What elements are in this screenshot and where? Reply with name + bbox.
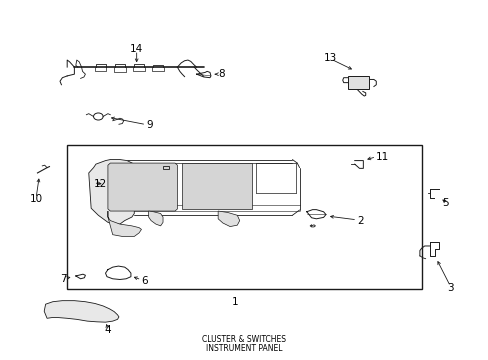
Text: 7: 7 xyxy=(61,274,67,284)
Text: 14: 14 xyxy=(130,45,143,54)
Text: 8: 8 xyxy=(218,69,224,79)
Polygon shape xyxy=(44,301,119,322)
Text: 9: 9 xyxy=(146,120,153,130)
Polygon shape xyxy=(182,163,251,209)
Text: 11: 11 xyxy=(376,152,389,162)
Text: 3: 3 xyxy=(447,283,453,293)
Text: 12: 12 xyxy=(93,179,106,189)
Polygon shape xyxy=(218,211,239,226)
Polygon shape xyxy=(89,159,134,224)
Text: INSTRUMENT PANEL: INSTRUMENT PANEL xyxy=(206,344,282,353)
Text: 2: 2 xyxy=(356,216,363,226)
Text: 6: 6 xyxy=(141,275,148,285)
Polygon shape xyxy=(108,163,177,211)
Text: 5: 5 xyxy=(442,198,448,208)
Bar xyxy=(67,145,421,289)
Polygon shape xyxy=(108,211,141,237)
Text: 13: 13 xyxy=(324,53,337,63)
Text: 10: 10 xyxy=(29,194,42,204)
Text: 1: 1 xyxy=(231,297,238,307)
Bar xyxy=(163,166,169,170)
Text: 4: 4 xyxy=(104,325,111,335)
Text: CLUSTER & SWITCHES: CLUSTER & SWITCHES xyxy=(202,335,286,344)
Polygon shape xyxy=(347,76,368,89)
Polygon shape xyxy=(148,211,163,226)
